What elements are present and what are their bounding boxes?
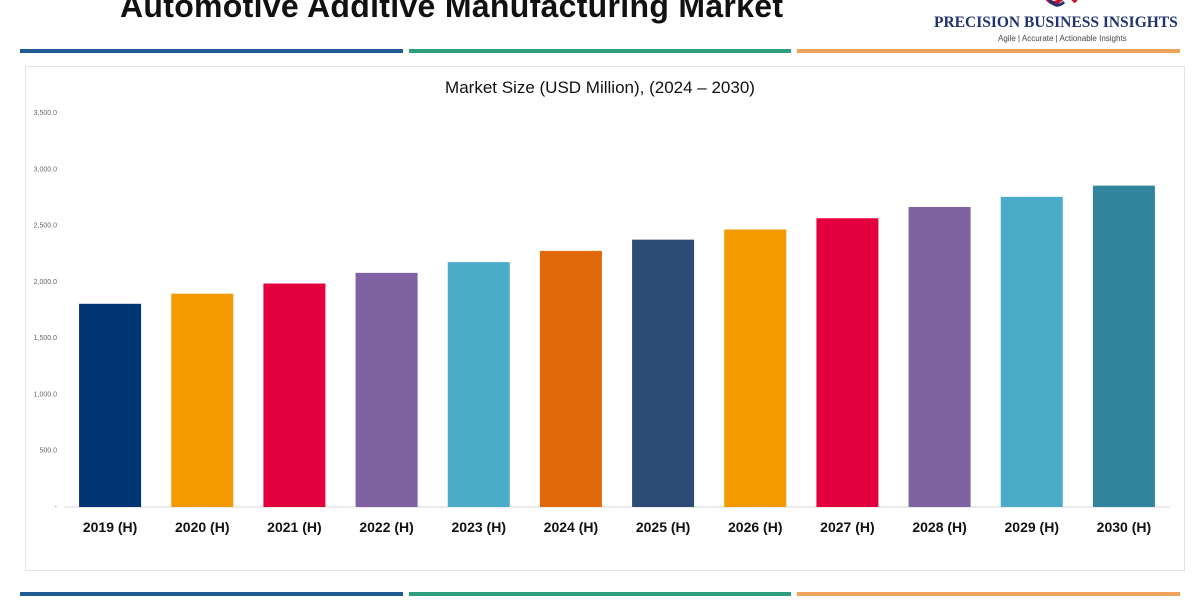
y-tick-label: - bbox=[55, 504, 58, 511]
y-tick-label: 1,000.0 bbox=[34, 391, 57, 398]
bar-2021 bbox=[263, 283, 326, 507]
x-tick-label: 2029 (H) bbox=[1005, 519, 1059, 535]
company-logo: PRECISION BUSINESS INSIGHTS Agile | Accu… bbox=[930, 0, 1200, 48]
bar-2030 bbox=[1092, 185, 1155, 507]
x-tick-label: 2024 (H) bbox=[544, 519, 598, 535]
y-tick-label: 3,000.0 bbox=[34, 166, 57, 173]
logo-mark-icon bbox=[1045, 0, 1078, 7]
footer-stripe bbox=[20, 592, 1181, 596]
bar-2020 bbox=[171, 293, 234, 507]
y-tick-label: 2,000.0 bbox=[34, 279, 57, 286]
chart-title: Market Size (USD Million), (2024 – 2030) bbox=[445, 78, 755, 97]
y-tick-label: 2,500.0 bbox=[34, 223, 57, 230]
bar-2023 bbox=[447, 262, 510, 507]
logo-tagline: Agile | Accurate | Actionable Insights bbox=[998, 34, 1127, 43]
bar-2025 bbox=[632, 239, 695, 507]
bar-2026 bbox=[724, 229, 787, 508]
x-tick-label: 2019 (H) bbox=[83, 519, 137, 535]
x-tick-label: 2027 (H) bbox=[820, 519, 874, 535]
bar-2027 bbox=[816, 218, 879, 508]
x-tick-label: 2021 (H) bbox=[267, 519, 321, 535]
y-tick-label: 1,500.0 bbox=[34, 335, 57, 342]
y-tick-label: 500.0 bbox=[39, 448, 57, 455]
logo-name: PRECISION BUSINESS INSIGHTS bbox=[934, 14, 1178, 31]
x-tick-label: 2026 (H) bbox=[728, 519, 782, 535]
y-tick-label: 3,500.0 bbox=[34, 110, 57, 117]
x-tick-label: 2028 (H) bbox=[912, 519, 966, 535]
x-tick-label: 2023 (H) bbox=[452, 519, 506, 535]
bar-2028 bbox=[908, 206, 971, 508]
x-tick-label: 2020 (H) bbox=[175, 519, 229, 535]
x-tick-label: 2030 (H) bbox=[1097, 519, 1151, 535]
bar-2024 bbox=[539, 250, 602, 507]
x-tick-label: 2025 (H) bbox=[636, 519, 690, 535]
bar-2022 bbox=[355, 272, 418, 507]
x-tick-label: 2022 (H) bbox=[359, 519, 413, 535]
header-stripe bbox=[20, 49, 1181, 53]
page-title: Automotive Additive Manufacturing Market bbox=[120, 0, 784, 24]
bar-2019 bbox=[79, 303, 142, 507]
bar-2029 bbox=[1000, 196, 1063, 507]
